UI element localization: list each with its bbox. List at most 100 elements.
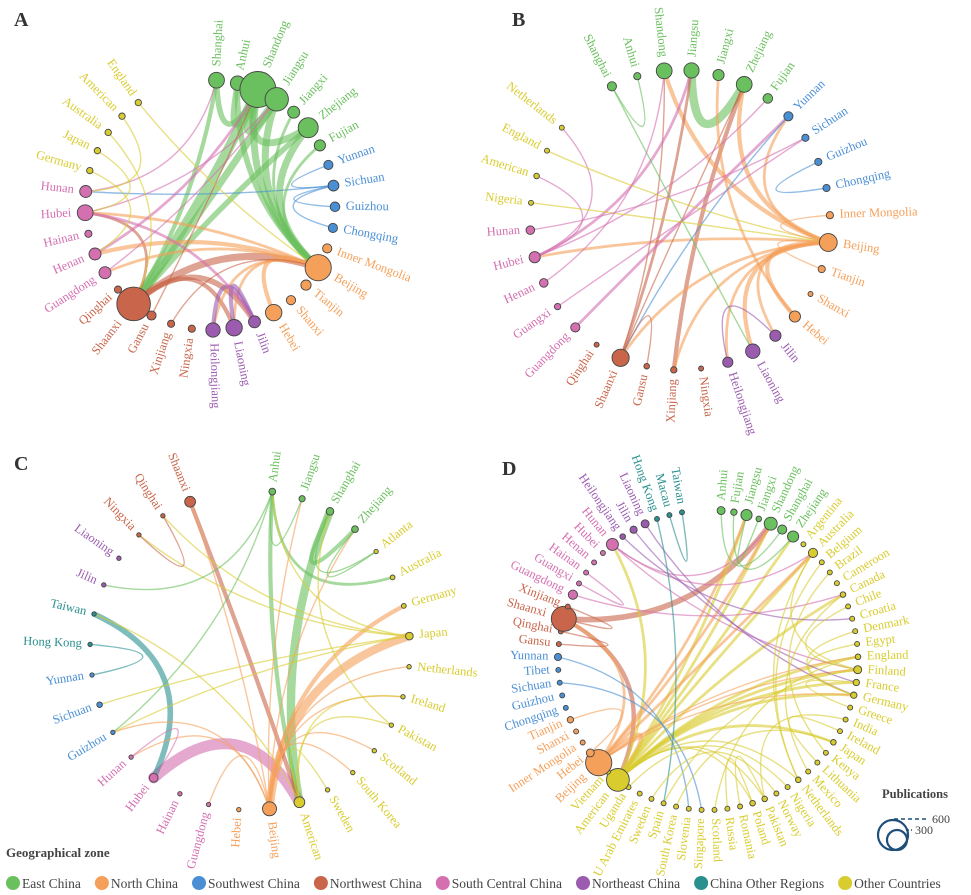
node-fujian[interactable]	[313, 139, 326, 152]
node-france[interactable]	[852, 678, 860, 687]
node-hunan[interactable]	[128, 754, 134, 760]
node-netherlands[interactable]	[558, 124, 565, 131]
node-scotland[interactable]	[371, 748, 377, 754]
node-tianjin[interactable]	[817, 265, 826, 274]
node-jiangxi[interactable]	[287, 105, 301, 119]
node-liaoning[interactable]	[116, 555, 122, 561]
node-singapore[interactable]	[698, 806, 705, 813]
node-hong-kong[interactable]	[87, 641, 93, 648]
node-jiangsu[interactable]	[683, 62, 700, 79]
node-jiangsu[interactable]	[264, 87, 289, 112]
node-romania[interactable]	[737, 803, 744, 810]
node-henan[interactable]	[88, 247, 102, 261]
node-jiangxi[interactable]	[755, 515, 763, 523]
node-mexico[interactable]	[805, 768, 812, 775]
node-jilin[interactable]	[248, 315, 261, 329]
node-chongqing[interactable]	[327, 222, 338, 233]
node-canada[interactable]	[839, 591, 847, 598]
node-russia[interactable]	[724, 805, 731, 812]
node-inner-mongolia[interactable]	[825, 211, 834, 220]
node-shanxi[interactable]	[285, 295, 297, 306]
node-sichuan[interactable]	[556, 679, 563, 686]
node-heilongjiang[interactable]	[619, 533, 626, 540]
node-heilongjiang[interactable]	[205, 322, 221, 338]
node-ningxia[interactable]	[187, 324, 196, 333]
node-shaanxi[interactable]	[184, 495, 196, 508]
node-tianjin[interactable]	[300, 279, 312, 291]
node-beijing[interactable]	[304, 254, 332, 282]
node-pakistan[interactable]	[388, 722, 394, 728]
node-hunan[interactable]	[605, 537, 619, 551]
node-qinghai[interactable]	[113, 285, 123, 294]
node-guizhou[interactable]	[559, 692, 566, 699]
node-hubei[interactable]	[599, 550, 606, 556]
node-american[interactable]	[118, 112, 126, 120]
node-egypt[interactable]	[854, 640, 861, 647]
node-anhui[interactable]	[268, 487, 277, 496]
node-norway[interactable]	[773, 790, 780, 797]
node-american[interactable]	[533, 172, 540, 180]
node-guangdong[interactable]	[98, 266, 112, 280]
node-yunnan[interactable]	[553, 652, 563, 662]
node-hubei[interactable]	[528, 251, 541, 264]
node-sichuan[interactable]	[801, 133, 810, 142]
node-pakistan[interactable]	[761, 795, 768, 803]
node-guangdong[interactable]	[205, 801, 212, 808]
node-jilin[interactable]	[769, 329, 782, 342]
node-zhejiang[interactable]	[351, 525, 359, 534]
node-south-korea[interactable]	[673, 803, 680, 810]
node-jilin[interactable]	[629, 525, 638, 534]
node-beijing[interactable]	[262, 801, 277, 817]
node-beijing[interactable]	[818, 233, 838, 252]
node-ningxia[interactable]	[136, 532, 142, 538]
node-jilin[interactable]	[101, 582, 107, 588]
node-u-arab-emirates[interactable]	[636, 790, 643, 797]
node-zhejiang[interactable]	[297, 117, 319, 139]
node-japan[interactable]	[830, 739, 837, 746]
node-england[interactable]	[854, 653, 862, 661]
node-liaoning[interactable]	[225, 319, 243, 337]
node-australia[interactable]	[389, 574, 396, 581]
node-jiangsu[interactable]	[298, 495, 306, 503]
node-shanghai[interactable]	[606, 81, 617, 92]
node-sweden[interactable]	[648, 795, 655, 802]
node-heilongjiang[interactable]	[722, 356, 734, 368]
node-cameroon[interactable]	[833, 580, 840, 587]
node-yunnan[interactable]	[783, 111, 794, 122]
node-chongqing[interactable]	[562, 704, 569, 711]
node-guangxi[interactable]	[553, 302, 562, 311]
node-taiwan[interactable]	[91, 611, 97, 617]
node-japan[interactable]	[93, 147, 102, 155]
node-germany[interactable]	[400, 603, 407, 609]
node-anhui[interactable]	[633, 72, 642, 81]
node-australia[interactable]	[104, 128, 112, 137]
node-hebei[interactable]	[236, 806, 242, 813]
node-hunan[interactable]	[79, 185, 93, 198]
node-belgium[interactable]	[818, 559, 825, 566]
node-poland[interactable]	[749, 799, 756, 807]
node-shaanxi[interactable]	[611, 348, 630, 367]
node-spain[interactable]	[660, 800, 667, 807]
node-shaanxi[interactable]	[116, 286, 151, 322]
node-american[interactable]	[606, 768, 630, 792]
node-netherlands[interactable]	[795, 776, 802, 784]
node-liaoning[interactable]	[745, 343, 761, 359]
node-denmark[interactable]	[852, 628, 859, 635]
node-sichuan[interactable]	[327, 179, 340, 192]
node-tibet[interactable]	[555, 666, 562, 673]
node-fujian[interactable]	[730, 508, 738, 516]
node-lithuania[interactable]	[814, 759, 821, 766]
node-scotland[interactable]	[711, 806, 718, 813]
node-brazil[interactable]	[826, 569, 833, 576]
node-netherlands[interactable]	[406, 664, 412, 670]
node-jiangsu[interactable]	[740, 508, 753, 522]
node-germany[interactable]	[850, 691, 858, 699]
node-india[interactable]	[842, 716, 849, 723]
node-gansu[interactable]	[146, 310, 157, 321]
node-tianjin[interactable]	[566, 716, 575, 724]
node-hebei[interactable]	[265, 303, 283, 322]
node-guizhou[interactable]	[814, 157, 823, 166]
node-england[interactable]	[544, 147, 550, 154]
node-ireland[interactable]	[400, 694, 406, 700]
node-henan[interactable]	[539, 278, 549, 288]
